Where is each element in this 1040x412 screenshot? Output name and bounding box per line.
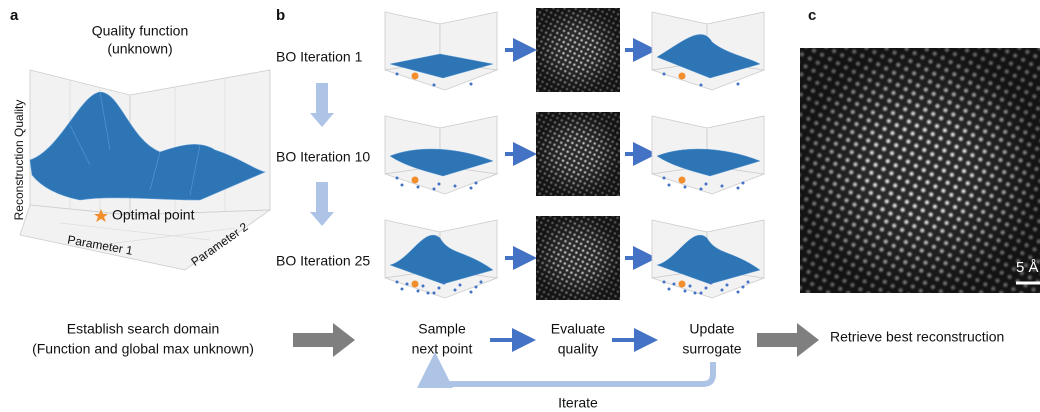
step-label: Update [689,321,734,337]
sample-point [427,292,430,295]
step-label: Retrieve best reconstruction [830,329,1004,345]
sample-point [401,184,404,187]
iteration-label: BO Iteration 25 [276,253,370,269]
next-point [412,281,419,288]
sample-point [470,291,473,294]
vignette [536,8,620,92]
sample-point [470,83,473,86]
sample-point [417,290,420,293]
title: (unknown) [107,41,172,57]
vignette [536,216,620,300]
sample-point [694,292,697,295]
sample-point [700,84,703,87]
panel-label: c [808,7,816,24]
next-point [412,177,419,184]
surface-plot [652,116,764,194]
sample-point [663,177,666,180]
next-point [679,177,686,184]
annotation: Optimal point [112,207,195,223]
title: Quality function [92,23,189,39]
process-arrow [293,323,355,357]
surface-plot [652,220,764,298]
loop-label: Iterate [558,395,598,411]
sample-point [433,84,436,87]
sample-point [480,281,483,284]
sample-point [737,291,740,294]
sample-point [475,286,478,289]
sample-point [396,281,399,284]
next-point [412,73,419,80]
panel-label: b [276,7,285,24]
step-label: quality [558,341,598,357]
sample-point [470,187,473,190]
next-point [679,281,686,288]
sample-point [668,288,671,291]
sample-point [705,287,708,290]
vignette [536,112,620,196]
next-point [679,73,686,80]
sample-point [433,292,436,295]
surface-plot [652,12,764,90]
sample-point [401,288,404,291]
sample-point [684,290,687,293]
step-label: next point [412,341,473,357]
process-arrow [757,323,819,357]
sample-point [396,177,399,180]
sample-point [721,289,724,292]
figure: a Quality function (unknown) Optimal poi… [0,0,1040,412]
sample-point [673,283,676,286]
sample-point [742,182,745,185]
scale-bar-label: 5 Å [1016,259,1039,276]
sample-point [417,186,420,189]
sample-point [710,282,713,285]
sample-point [454,185,457,188]
sample-point [700,292,703,295]
sample-point [668,184,671,187]
loop-arrow [435,362,713,384]
sample-point [737,83,740,86]
micrograph [800,48,1040,293]
step-label: (Function and global max unknown) [32,341,254,357]
step-label: surrogate [682,341,741,357]
sample-point [438,183,441,186]
sample-point [475,182,478,185]
sample-point [443,282,446,285]
panel-label: a [10,7,19,24]
sample-point [454,289,457,292]
sample-point [689,285,692,288]
sample-point [406,283,409,286]
sample-point [396,73,399,76]
step-label: Sample [418,321,466,337]
sample-point [747,281,750,284]
surface-plot [385,116,497,194]
sample-point [721,185,724,188]
step-label: Evaluate [551,321,606,337]
sample-point [737,187,740,190]
step-label: Establish search domain [67,321,220,337]
sample-point [742,286,745,289]
sample-point [663,73,666,76]
sample-point [438,287,441,290]
down-arrow [310,83,334,127]
surface-plot [385,12,497,90]
sample-point [726,284,729,287]
iteration-label: BO Iteration 10 [276,149,370,165]
sample-point [663,281,666,284]
sample-point [700,188,703,191]
iteration-label: BO Iteration 1 [276,49,363,65]
sample-point [705,183,708,186]
sample-point [433,188,436,191]
down-arrow [310,182,334,226]
sample-point [422,285,425,288]
sample-point [684,186,687,189]
surface-plot [385,220,497,298]
sample-point [459,284,462,287]
axis-label: Reconstruction Quality [12,100,26,221]
